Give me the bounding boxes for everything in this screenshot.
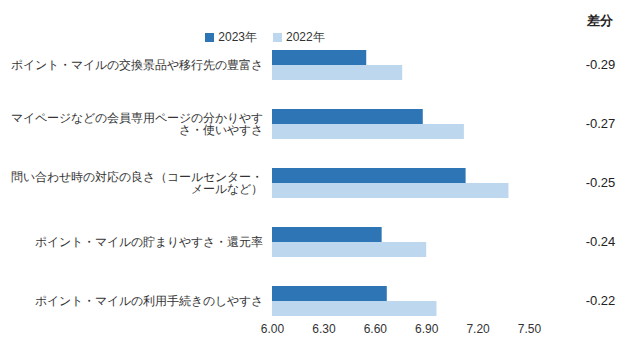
svg-text:問い合わせ時の対応の良さ（コールセンター・メールなど）: 問い合わせ時の対応の良さ（コールセンター・メールなど） [11, 170, 263, 196]
svg-text:マイページなどの会員専用ページの分かりやすさ・使いやすさ: マイページなどの会員専用ページの分かりやすさ・使いやすさ [11, 111, 263, 137]
svg-text:-0.29: -0.29 [586, 57, 616, 72]
svg-text:ポイント・マイルの交換景品や移行先の豊富さ: ポイント・マイルの交換景品や移行先の豊富さ [11, 58, 263, 72]
html-text:2023年: 2023年 [218, 30, 257, 44]
svg-text:-0.27: -0.27 [586, 116, 616, 131]
svg-text:ポイント・マイルの貯まりやすさ・還元率: ポイント・マイルの貯まりやすさ・還元率 [35, 235, 263, 249]
svg-text:6.30: 6.30 [312, 322, 336, 336]
svg-text:6.00: 6.00 [261, 322, 285, 336]
svg-text:-0.22: -0.22 [586, 293, 616, 308]
svg-text:7.20: 7.20 [466, 322, 490, 336]
svg-text:7.50: 7.50 [518, 322, 542, 336]
html-text:2022年: 2022年 [286, 30, 325, 44]
svg-text:6.60: 6.60 [364, 322, 388, 336]
svg-text:-0.24: -0.24 [586, 234, 616, 249]
svg-text:ポイント・マイルの利用手続きのしやすさ: ポイント・マイルの利用手続きのしやすさ [35, 294, 263, 308]
html-text:差分: 差分 [587, 13, 613, 28]
svg-text:-0.25: -0.25 [586, 175, 616, 190]
svg-text:6.90: 6.90 [415, 322, 439, 336]
